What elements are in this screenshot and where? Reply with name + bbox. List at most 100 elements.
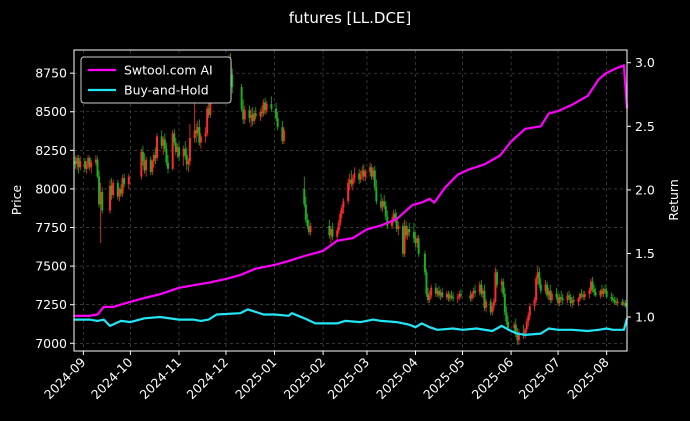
x-tick-label: 2025-06	[469, 354, 517, 402]
candle-body	[568, 295, 571, 297]
candle-body	[248, 110, 251, 118]
y-tick-label: 8250	[35, 143, 67, 158]
candle-body	[599, 290, 602, 296]
y2-axis-label: Return	[666, 179, 681, 220]
candle-body	[79, 161, 82, 168]
candle-body	[174, 142, 177, 152]
candle-body	[182, 148, 185, 157]
candle-body	[439, 292, 442, 296]
candle-body	[375, 187, 378, 202]
y-tick-label: 7750	[35, 220, 67, 235]
candle-body	[593, 289, 596, 293]
candle-body	[276, 117, 279, 128]
candle-body	[184, 148, 187, 155]
candle-body	[423, 253, 426, 273]
candle-body	[251, 114, 254, 122]
y-tick-label: 8000	[35, 181, 67, 196]
candle-body	[600, 290, 603, 294]
x-tick-label: 2025-01	[232, 355, 280, 403]
candle-body	[544, 284, 547, 291]
candle-body	[240, 87, 243, 109]
candle-body	[101, 192, 104, 211]
candle-body	[604, 289, 607, 291]
candle-body	[502, 281, 505, 294]
candle-body	[151, 161, 154, 172]
candle-body	[143, 161, 146, 171]
candle-body	[583, 293, 586, 297]
candle-body	[116, 182, 119, 197]
candle-body	[577, 298, 580, 302]
candle-body	[478, 284, 481, 293]
candle-body	[112, 182, 115, 196]
candle-body	[561, 298, 564, 301]
candle-body	[347, 182, 350, 202]
y-tick-label: 8500	[35, 104, 67, 119]
x-tick-label: 2025-07	[516, 355, 564, 403]
candle-body	[185, 154, 188, 165]
x-tick-label: 2025-02	[281, 355, 329, 403]
candle-body	[264, 102, 267, 111]
candle-body	[339, 213, 342, 223]
candle-body	[594, 292, 597, 296]
candle-body	[557, 296, 560, 304]
candle-body	[165, 148, 168, 163]
candle-body	[527, 315, 530, 322]
candle-body	[309, 225, 312, 233]
candle-body	[154, 154, 157, 159]
candle-body	[206, 108, 209, 134]
candle-body	[163, 139, 166, 149]
candle-body	[615, 301, 618, 304]
candle-body	[456, 296, 459, 299]
candle-body	[616, 301, 619, 304]
candle-body	[436, 290, 439, 294]
candle-body	[369, 167, 372, 172]
candle-body	[539, 284, 542, 291]
legend: Swtool.com AI Buy-and-Hold	[80, 56, 232, 104]
candle-body	[98, 176, 101, 205]
candle-body	[187, 161, 190, 165]
candle-body	[156, 136, 159, 159]
y2-tick-label: 3.0	[635, 55, 655, 70]
candle-body	[340, 207, 343, 214]
candle-body	[242, 108, 245, 120]
candle-body	[481, 290, 484, 294]
candle-body	[259, 111, 262, 117]
legend-label: Swtool.com AI	[124, 63, 213, 78]
candle-body	[110, 185, 113, 196]
candle-body	[401, 225, 404, 254]
candle-body	[495, 272, 498, 285]
candle-body	[430, 287, 433, 296]
candle-body	[560, 296, 563, 299]
candle-body	[513, 324, 516, 328]
candle-body	[87, 158, 90, 165]
candle-body	[188, 137, 191, 162]
candle-body	[403, 225, 406, 254]
candle-body	[516, 334, 519, 341]
candle-body	[492, 301, 495, 307]
candle-body	[395, 218, 398, 230]
candle-body	[470, 293, 473, 299]
legend-box	[80, 56, 232, 104]
x-tick-label: 2024-11	[137, 355, 185, 403]
candle-body	[503, 293, 506, 313]
candle-body	[350, 179, 353, 185]
candle-body	[381, 201, 384, 208]
candle-body	[406, 229, 409, 236]
candle-body	[231, 74, 234, 88]
candle-body	[94, 159, 97, 163]
candle-body	[243, 110, 246, 120]
candle-body	[88, 158, 91, 168]
candle-body	[611, 298, 614, 301]
y2-tick-label: 1.0	[635, 310, 655, 325]
candle-body	[417, 238, 420, 254]
candle-body	[198, 127, 201, 143]
candle-body	[428, 295, 431, 301]
candle-body	[351, 178, 354, 185]
candle-body	[452, 296, 455, 299]
candle-body	[582, 295, 585, 297]
candle-body	[528, 306, 531, 316]
candle-body	[550, 293, 553, 301]
candle-body	[162, 139, 165, 146]
candle-body	[445, 293, 448, 297]
candle-body	[207, 108, 210, 115]
